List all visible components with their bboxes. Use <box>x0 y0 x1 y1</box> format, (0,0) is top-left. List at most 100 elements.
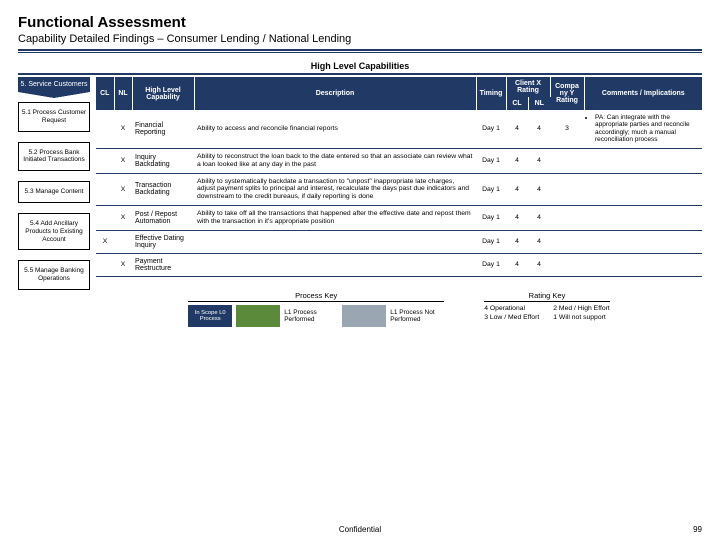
comments-cell: PA: Can integrate with the appropriate p… <box>584 110 702 148</box>
col-clientx: Client X Rating <box>506 77 550 97</box>
cell: 4 <box>506 173 528 205</box>
col-cl2: CL <box>506 97 528 110</box>
process-key: Process Key In Scope L0 Process L1 Proce… <box>188 291 444 327</box>
comments-cell <box>584 230 702 253</box>
cell: X <box>114 148 132 173</box>
sidebar-item: 5.1 Process Customer Request <box>18 102 90 132</box>
cell: X <box>114 205 132 230</box>
cell: 3 <box>550 110 584 148</box>
cell <box>114 230 132 253</box>
cell: Day 1 <box>476 230 506 253</box>
capabilities-table: CL NL High Level Capability Description … <box>96 77 702 277</box>
table-row: XTransaction BackdatingAbility to system… <box>96 173 702 205</box>
cell: X <box>114 253 132 276</box>
pk-perf-label: L1 Process Performed <box>284 309 338 323</box>
table-row: XEffective Dating InquiryDay 144 <box>96 230 702 253</box>
cell <box>96 110 114 148</box>
cell: Day 1 <box>476 253 506 276</box>
cell: 4 <box>506 253 528 276</box>
cell: X <box>96 230 114 253</box>
cell: Day 1 <box>476 148 506 173</box>
cell: 4 <box>528 173 550 205</box>
cell: Ability to reconstruct the loan back to … <box>194 148 476 173</box>
cell: Ability to take off all the transactions… <box>194 205 476 230</box>
comments-cell <box>584 173 702 205</box>
cell <box>550 148 584 173</box>
cell: 4 <box>506 148 528 173</box>
cell <box>550 173 584 205</box>
cell <box>96 148 114 173</box>
pk-perf-box <box>236 305 280 327</box>
sidebar-item: 5.4 Add Ancillary Products to Existing A… <box>18 213 90 250</box>
divider <box>18 49 702 53</box>
col-nl: NL <box>114 77 132 110</box>
cell: X <box>114 173 132 205</box>
sidebar-item: 5.5 Manage Banking Operations <box>18 260 90 290</box>
col-compy: Compa ny Y Rating <box>550 77 584 110</box>
cell: 4 <box>506 230 528 253</box>
sidebar-header: 5. Service Customers <box>18 77 90 92</box>
footer: 99 <box>0 525 720 534</box>
col-desc: Description <box>194 77 476 110</box>
table-row: XPost / Repost AutomationAbility to take… <box>96 205 702 230</box>
sidebar: 5. Service Customers 5.1 Process Custome… <box>18 77 90 327</box>
cell: Ability to access and reconcile financia… <box>194 110 476 148</box>
cell: Day 1 <box>476 205 506 230</box>
cell: 4 <box>528 253 550 276</box>
content: CL NL High Level Capability Description … <box>96 77 702 327</box>
cell: X <box>114 110 132 148</box>
cell: Transaction Backdating <box>132 173 194 205</box>
cell <box>550 230 584 253</box>
comments-cell <box>584 253 702 276</box>
capabilities-title: High Level Capabilities <box>18 61 702 75</box>
cell: Financial Reporting <box>132 110 194 148</box>
page-title: Functional Assessment <box>18 14 702 31</box>
rk-item: 4 Operational <box>484 305 539 312</box>
cell <box>550 205 584 230</box>
cell <box>96 253 114 276</box>
rk-item: 2 Med / High Effort <box>553 305 610 312</box>
cell <box>96 173 114 205</box>
cell: 4 <box>506 205 528 230</box>
table-row: XFinancial ReportingAbility to access an… <box>96 110 702 148</box>
cell: 4 <box>528 230 550 253</box>
comments-cell <box>584 205 702 230</box>
cell <box>194 230 476 253</box>
cell: Payment Restructure <box>132 253 194 276</box>
cell: Post / Repost Automation <box>132 205 194 230</box>
pk-scope-box: In Scope L0 Process <box>188 305 232 327</box>
cell: 4 <box>528 148 550 173</box>
cell: Effective Dating Inquiry <box>132 230 194 253</box>
col-nl2: NL <box>528 97 550 110</box>
cell: Ability to systematically backdate a tra… <box>194 173 476 205</box>
table-row: XPayment RestructureDay 144 <box>96 253 702 276</box>
table-row: XInquiry BackdatingAbility to reconstruc… <box>96 148 702 173</box>
cell: 4 <box>528 205 550 230</box>
rating-key: Rating Key 4 Operational 2 Med / High Ef… <box>484 291 610 321</box>
col-hlc: High Level Capability <box>132 77 194 110</box>
cell: Day 1 <box>476 173 506 205</box>
rk-item: 1 Will not support <box>553 314 610 321</box>
cell: 4 <box>506 110 528 148</box>
page-number: 99 <box>693 525 702 534</box>
cell: Inquiry Backdating <box>132 148 194 173</box>
pk-notperf-label: L1 Process Not Performed <box>390 309 444 323</box>
cell <box>550 253 584 276</box>
sidebar-item: 5.3 Manage Content <box>18 181 90 203</box>
cell <box>96 205 114 230</box>
col-comments: Comments / Implications <box>584 77 702 110</box>
pk-notperf-box <box>342 305 386 327</box>
cell <box>194 253 476 276</box>
main-area: 5. Service Customers 5.1 Process Custome… <box>18 77 702 327</box>
sidebar-item: 5.2 Process Bank Initiated Transactions <box>18 142 90 172</box>
cell: 4 <box>528 110 550 148</box>
rating-key-title: Rating Key <box>484 291 610 302</box>
comments-cell <box>584 148 702 173</box>
rk-item: 3 Low / Med Effort <box>484 314 539 321</box>
process-key-title: Process Key <box>188 291 444 302</box>
col-timing: Timing <box>476 77 506 110</box>
page-subtitle: Capability Detailed Findings – Consumer … <box>18 33 702 45</box>
col-cl: CL <box>96 77 114 110</box>
cell: Day 1 <box>476 110 506 148</box>
page: Functional Assessment Capability Detaile… <box>0 0 720 540</box>
